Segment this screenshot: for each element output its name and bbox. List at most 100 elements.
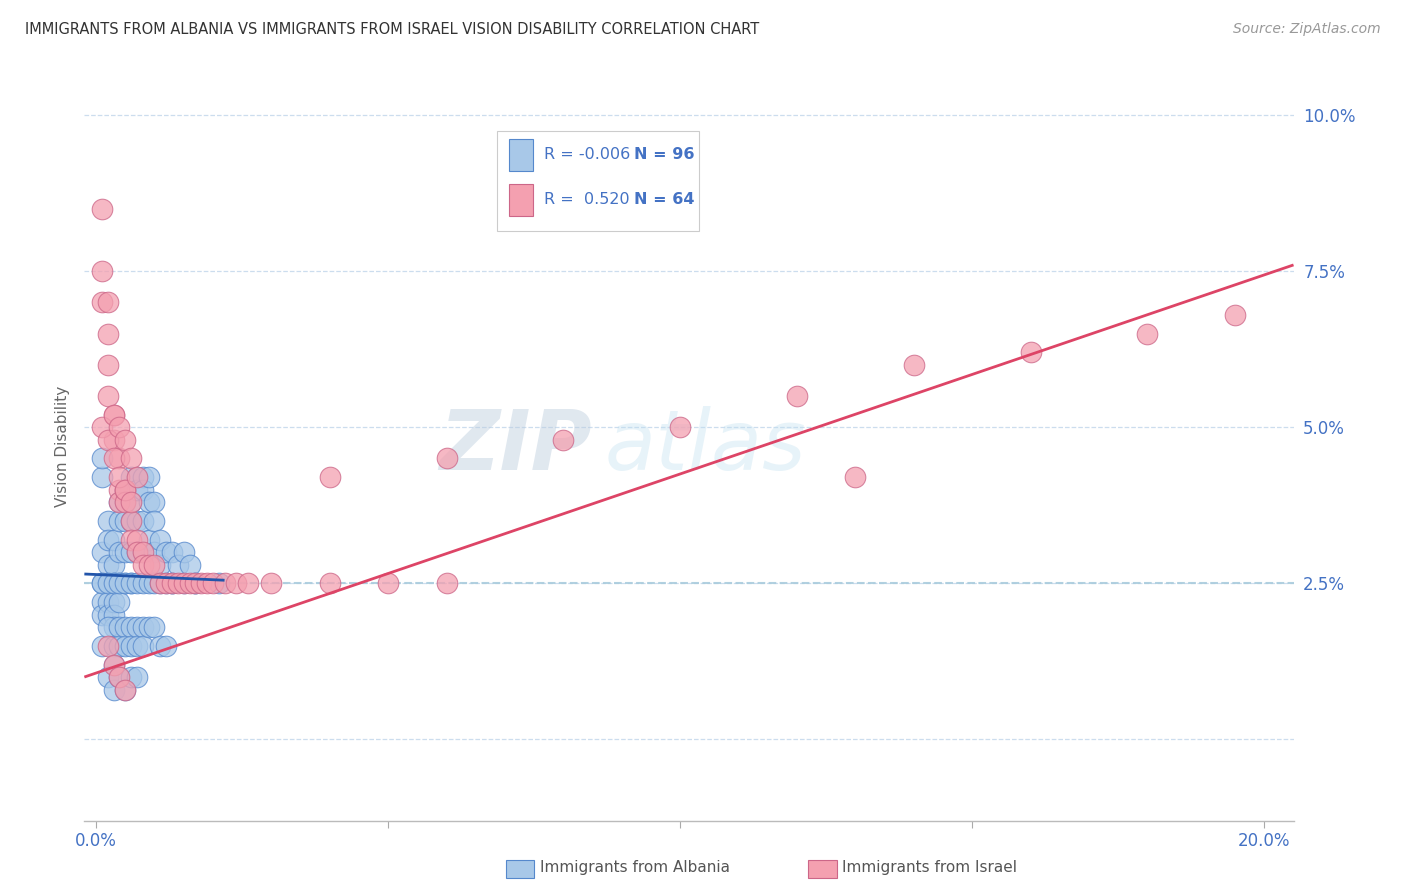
Point: [97, 576, 120, 591]
Text: atlas: atlas: [605, 406, 806, 486]
Point: [90, 576, 112, 591]
Point: [132, 576, 155, 591]
Point: [173, 545, 195, 559]
Point: [114, 620, 136, 634]
Point: [125, 545, 148, 559]
Point: [236, 576, 259, 591]
Point: [108, 470, 131, 484]
Point: [120, 576, 142, 591]
Point: [138, 558, 160, 572]
Point: [90, 420, 112, 434]
Point: [125, 483, 148, 497]
Point: [184, 576, 207, 591]
Point: [97, 558, 120, 572]
Point: [208, 576, 231, 591]
Point: [108, 576, 131, 591]
Point: [125, 620, 148, 634]
Point: [160, 576, 183, 591]
Point: [132, 639, 155, 653]
Text: Immigrants from Albania: Immigrants from Albania: [540, 860, 730, 874]
Point: [120, 470, 142, 484]
Point: [108, 483, 131, 497]
Point: [1019, 345, 1042, 359]
Point: [138, 470, 160, 484]
Point: [90, 607, 112, 622]
Point: [179, 558, 201, 572]
Point: [132, 470, 155, 484]
Point: [114, 682, 136, 697]
Point: [114, 433, 136, 447]
Point: [97, 533, 120, 547]
Point: [149, 639, 172, 653]
Text: ZIP: ZIP: [440, 406, 592, 486]
Point: [125, 514, 148, 528]
Point: [90, 295, 112, 310]
Point: [166, 558, 188, 572]
Point: [103, 657, 125, 672]
Point: [138, 576, 160, 591]
Point: [138, 620, 160, 634]
Point: [114, 639, 136, 653]
Point: [125, 639, 148, 653]
Point: [103, 408, 125, 422]
Point: [201, 576, 224, 591]
Point: [125, 670, 148, 684]
Text: IMMIGRANTS FROM ALBANIA VS IMMIGRANTS FROM ISRAEL VISION DISABILITY CORRELATION : IMMIGRANTS FROM ALBANIA VS IMMIGRANTS FR…: [25, 22, 759, 37]
Point: [90, 451, 112, 466]
Point: [184, 576, 207, 591]
Point: [108, 670, 131, 684]
Point: [90, 595, 112, 609]
Point: [120, 514, 142, 528]
Point: [143, 620, 166, 634]
Point: [844, 470, 866, 484]
Point: [97, 389, 120, 403]
Point: [225, 576, 247, 591]
Point: [318, 470, 340, 484]
Point: [103, 620, 125, 634]
Point: [114, 682, 136, 697]
Point: [132, 545, 155, 559]
Point: [125, 545, 148, 559]
Point: [125, 470, 148, 484]
Point: [120, 495, 142, 509]
Point: [120, 620, 142, 634]
Point: [103, 408, 125, 422]
Point: [103, 533, 125, 547]
Point: [114, 483, 136, 497]
Point: [125, 533, 148, 547]
Point: [120, 533, 142, 547]
Point: [90, 545, 112, 559]
Point: [903, 358, 925, 372]
Point: [318, 576, 340, 591]
Point: [138, 495, 160, 509]
Point: [132, 545, 155, 559]
Text: Immigrants from Israel: Immigrants from Israel: [842, 860, 1017, 874]
Point: [125, 576, 148, 591]
Point: [114, 576, 136, 591]
Point: [260, 576, 283, 591]
Point: [166, 576, 188, 591]
Point: [114, 514, 136, 528]
Point: [103, 657, 125, 672]
Point: [436, 451, 458, 466]
Point: [97, 595, 120, 609]
Point: [97, 620, 120, 634]
Point: [143, 558, 166, 572]
Point: [120, 451, 142, 466]
Y-axis label: Vision Disability: Vision Disability: [55, 385, 70, 507]
Point: [108, 670, 131, 684]
Point: [149, 576, 172, 591]
Text: Source: ZipAtlas.com: Source: ZipAtlas.com: [1233, 22, 1381, 37]
Point: [108, 514, 131, 528]
Point: [120, 639, 142, 653]
Point: [114, 483, 136, 497]
Point: [108, 451, 131, 466]
Point: [103, 595, 125, 609]
Point: [179, 576, 201, 591]
Point: [114, 495, 136, 509]
Point: [138, 533, 160, 547]
Point: [155, 639, 177, 653]
Point: [132, 483, 155, 497]
Point: [173, 576, 195, 591]
Point: [103, 607, 125, 622]
